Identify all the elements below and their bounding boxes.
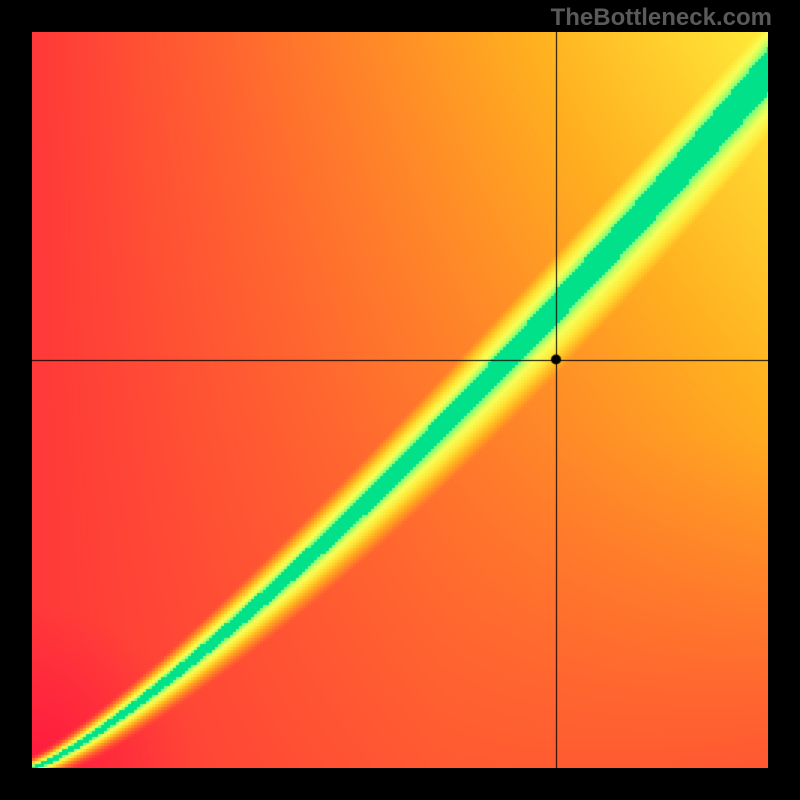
watermark-text: TheBottleneck.com	[551, 4, 772, 32]
bottleneck-heatmap	[32, 32, 768, 768]
